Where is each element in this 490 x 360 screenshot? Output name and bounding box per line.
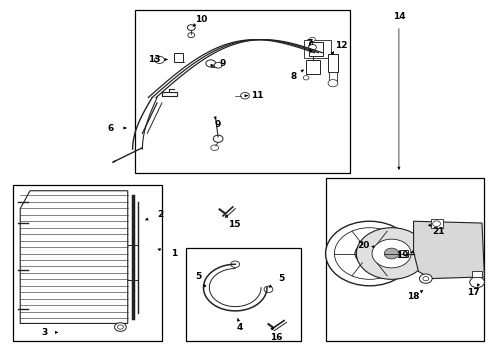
Circle shape: [419, 274, 432, 283]
Circle shape: [309, 44, 317, 50]
Text: 4: 4: [237, 323, 244, 332]
Text: 21: 21: [433, 228, 445, 237]
Text: 2: 2: [157, 210, 163, 219]
Bar: [135, 10, 350, 173]
Circle shape: [231, 261, 240, 267]
Bar: [186, 248, 301, 341]
Circle shape: [303, 76, 309, 80]
Circle shape: [188, 33, 195, 38]
Circle shape: [433, 221, 441, 226]
Circle shape: [470, 277, 485, 288]
Bar: [306, 60, 320, 74]
Text: 5: 5: [196, 272, 202, 281]
Text: 8: 8: [291, 72, 297, 81]
Bar: [13, 185, 162, 341]
Text: 15: 15: [228, 220, 241, 229]
Circle shape: [213, 135, 223, 142]
Text: 9: 9: [215, 120, 221, 129]
Circle shape: [118, 325, 123, 329]
Text: 9: 9: [220, 59, 226, 68]
Text: 18: 18: [407, 292, 420, 301]
Circle shape: [211, 145, 219, 150]
Text: 3: 3: [42, 328, 48, 337]
Circle shape: [356, 228, 427, 279]
Bar: [309, 42, 323, 56]
Text: 19: 19: [395, 251, 408, 260]
Bar: [304, 40, 331, 58]
Bar: [431, 220, 443, 228]
Circle shape: [423, 276, 429, 281]
Bar: [174, 53, 183, 62]
Text: 1: 1: [171, 249, 177, 258]
Text: 14: 14: [392, 12, 405, 21]
Polygon shape: [20, 191, 128, 323]
Circle shape: [328, 80, 338, 87]
Circle shape: [206, 60, 216, 67]
Circle shape: [187, 25, 195, 31]
Bar: [472, 271, 482, 277]
Circle shape: [241, 93, 249, 99]
Circle shape: [214, 62, 222, 68]
Bar: [399, 250, 408, 257]
Text: 5: 5: [278, 274, 285, 283]
Circle shape: [384, 248, 399, 259]
Text: 17: 17: [467, 288, 480, 297]
Circle shape: [115, 323, 126, 331]
Bar: [326, 178, 485, 341]
Circle shape: [310, 37, 316, 41]
Text: 13: 13: [148, 55, 161, 64]
Circle shape: [264, 286, 273, 293]
Text: 11: 11: [251, 91, 264, 100]
Circle shape: [372, 239, 411, 268]
Bar: [329, 72, 337, 83]
Text: 12: 12: [335, 41, 347, 50]
Polygon shape: [414, 221, 485, 279]
Text: 6: 6: [107, 123, 114, 132]
Text: 20: 20: [358, 241, 370, 250]
Circle shape: [326, 221, 414, 286]
Text: 10: 10: [195, 15, 207, 24]
Text: 7: 7: [306, 39, 313, 48]
Bar: [328, 54, 338, 72]
Text: 16: 16: [270, 333, 283, 342]
Circle shape: [155, 56, 164, 63]
Circle shape: [355, 243, 384, 264]
